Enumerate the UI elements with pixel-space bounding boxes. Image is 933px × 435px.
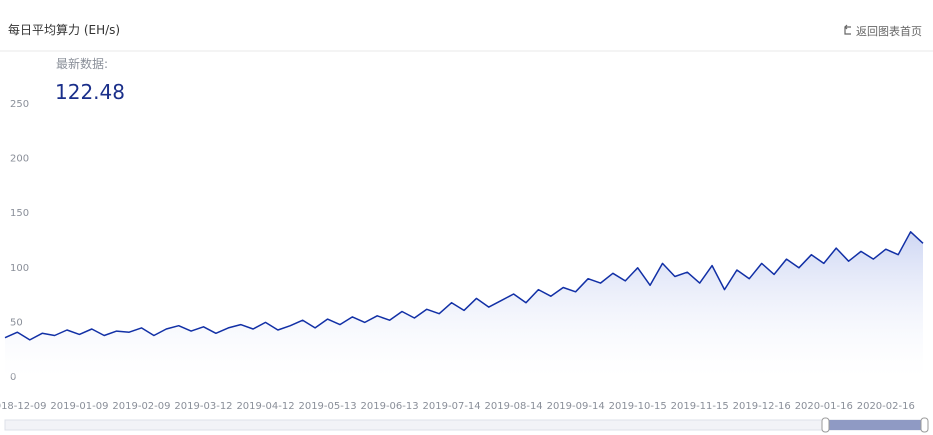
x-tick-label: 2019-04-12: [236, 401, 294, 412]
x-tick-label: 2019-02-09: [112, 401, 170, 412]
line: [4, 231, 924, 341]
x-tick-label: 2019-08-14: [485, 401, 543, 412]
chart-title: 每日平均算力 (EH/s): [8, 22, 120, 37]
x-tick-label: 2018-12-09: [0, 401, 46, 412]
x-tick-label: 2019-10-15: [609, 401, 667, 412]
x-tick-label: 2020-02-16: [857, 401, 915, 412]
zoom-handle[interactable]: [821, 417, 830, 433]
reset-label[interactable]: 返回图表首页: [856, 24, 922, 38]
y-tick-label: 200: [10, 154, 29, 165]
x-tick-label: 2019-09-14: [547, 401, 605, 412]
y-tick-label: 50: [10, 317, 23, 328]
reset-icon: [844, 24, 851, 35]
x-tick-label: 2019-11-15: [671, 401, 729, 412]
reset-button[interactable]: 返回图表首页: [844, 24, 922, 38]
zoom-window[interactable]: [826, 420, 925, 430]
y-tick-label: 0: [10, 372, 16, 383]
area: [5, 231, 923, 377]
x-tick-label: 2019-07-14: [423, 401, 481, 412]
x-tick-label: 2019-03-12: [174, 401, 232, 412]
x-tick-label: 2019-01-09: [50, 401, 108, 412]
y-tick-label: 100: [10, 263, 29, 274]
x-tick-label: 2020-01-16: [795, 401, 853, 412]
latest-value: 122.48: [55, 80, 125, 104]
y-tick-label: 250: [10, 99, 29, 110]
zoom-track[interactable]: [4, 419, 926, 431]
y-tick-label: 150: [10, 208, 29, 219]
latest-label: 最新数据:: [56, 56, 108, 71]
x-tick-label: 2019-06-13: [361, 401, 419, 412]
zoom-handle[interactable]: [920, 417, 929, 433]
x-tick-label: 2019-05-13: [298, 401, 356, 412]
x-tick-label: 2019-12-16: [733, 401, 791, 412]
